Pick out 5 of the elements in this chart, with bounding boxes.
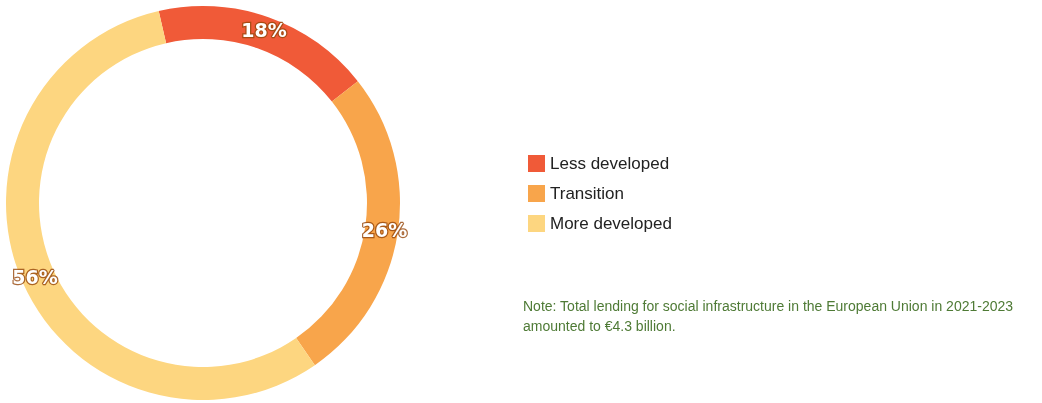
text: Note: Total lending for social infrastructure in the European Union in 2021-2023 amounted to €4.3 billion. bbox=[523, 298, 1017, 334]
legend-label: Transition bbox=[550, 184, 625, 203]
legend-label: More developed bbox=[550, 214, 672, 233]
legend-label: Less developed bbox=[550, 154, 670, 173]
data-label: 18% bbox=[241, 18, 287, 41]
